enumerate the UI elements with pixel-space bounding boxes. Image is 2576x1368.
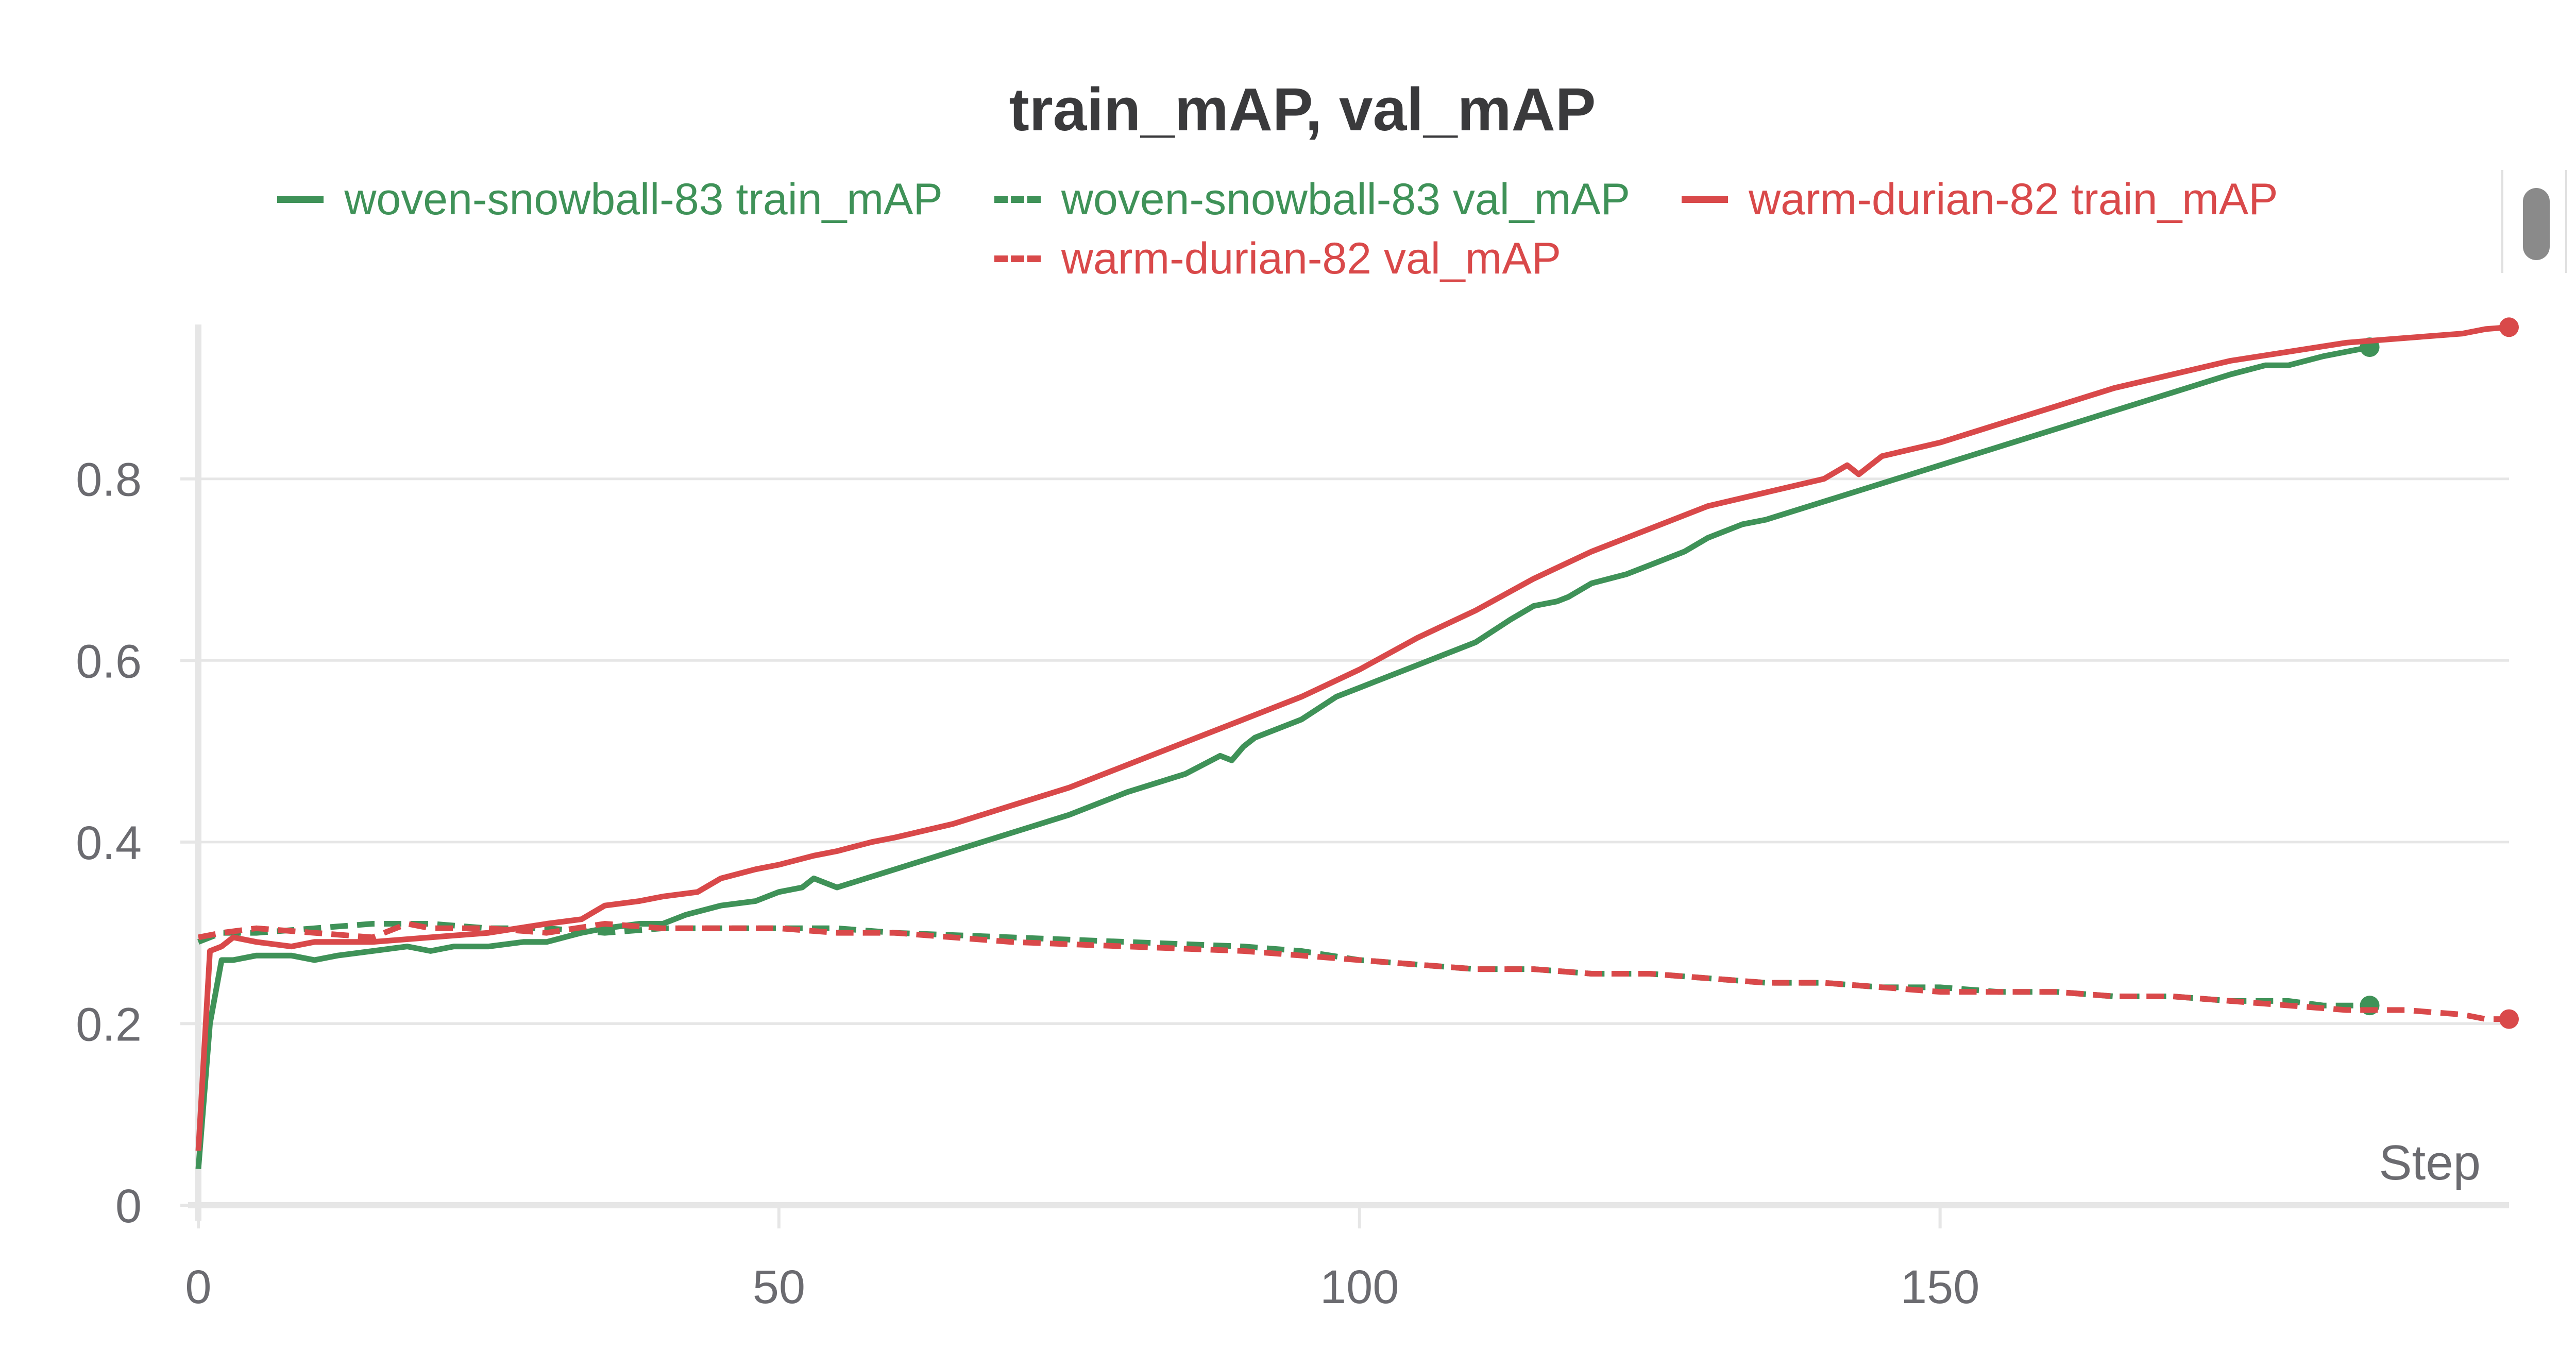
legend-label: warm-durian-82 train_mAP: [1749, 175, 2278, 224]
series-endpoint-3: [2499, 1009, 2519, 1029]
legend-item-woven-train[interactable]: woven-snowball-83 train_mAP: [277, 174, 943, 225]
legend-item-woven-val[interactable]: woven-snowball-83 val_mAP: [994, 174, 1630, 225]
legend-swatch-dashed-green: [994, 196, 1041, 203]
legend: woven-snowball-83 train_mAP woven-snowba…: [222, 170, 2334, 288]
y-tick-label: 0.6: [76, 635, 142, 688]
series-line-3: [197, 921, 2509, 1022]
y-tick-label: 0.8: [76, 454, 142, 506]
y-tick-label: 0: [115, 1180, 142, 1233]
series-line-0: [195, 344, 2370, 1169]
series-endpoint-2: [2499, 317, 2519, 337]
legend-swatch-dashed-red: [994, 255, 1041, 262]
grid-lines: [198, 477, 2509, 1025]
legend-label: woven-snowball-83 val_mAP: [1061, 175, 1631, 224]
x-tick-label: 100: [1320, 1261, 1399, 1313]
series-lines: [195, 317, 2519, 1169]
legend-row-1: woven-snowball-83 train_mAP woven-snowba…: [222, 170, 2334, 229]
legend-item-warm-train[interactable]: warm-durian-82 train_mAP: [1682, 174, 2278, 225]
legend-swatch-solid-green: [277, 196, 324, 203]
chart-title: train_mAP, val_mAP: [1009, 76, 1596, 144]
legend-scrollbar[interactable]: [2501, 170, 2567, 273]
tick-labels: 0 0.2 0.4 0.6 0.8 0 50 100 150: [76, 454, 1979, 1313]
legend-label: woven-snowball-83 train_mAP: [344, 175, 943, 224]
series-line-2: [195, 324, 2510, 1151]
x-tick-label: 50: [753, 1261, 805, 1313]
x-axis-label: Step: [2379, 1135, 2481, 1190]
axes: [180, 324, 2509, 1228]
x-tick-label: 0: [185, 1261, 211, 1313]
legend-item-warm-val[interactable]: warm-durian-82 val_mAP: [994, 233, 1561, 284]
x-tick-label: 150: [1901, 1261, 1980, 1313]
legend-row-2: warm-durian-82 val_mAP: [222, 229, 2334, 288]
legend-swatch-solid-red: [1682, 196, 1728, 203]
legend-scrollbar-thumb[interactable]: [2523, 188, 2550, 260]
y-tick-label: 0.2: [76, 998, 142, 1051]
y-tick-label: 0.4: [76, 817, 142, 869]
legend-label: warm-durian-82 val_mAP: [1061, 234, 1562, 283]
